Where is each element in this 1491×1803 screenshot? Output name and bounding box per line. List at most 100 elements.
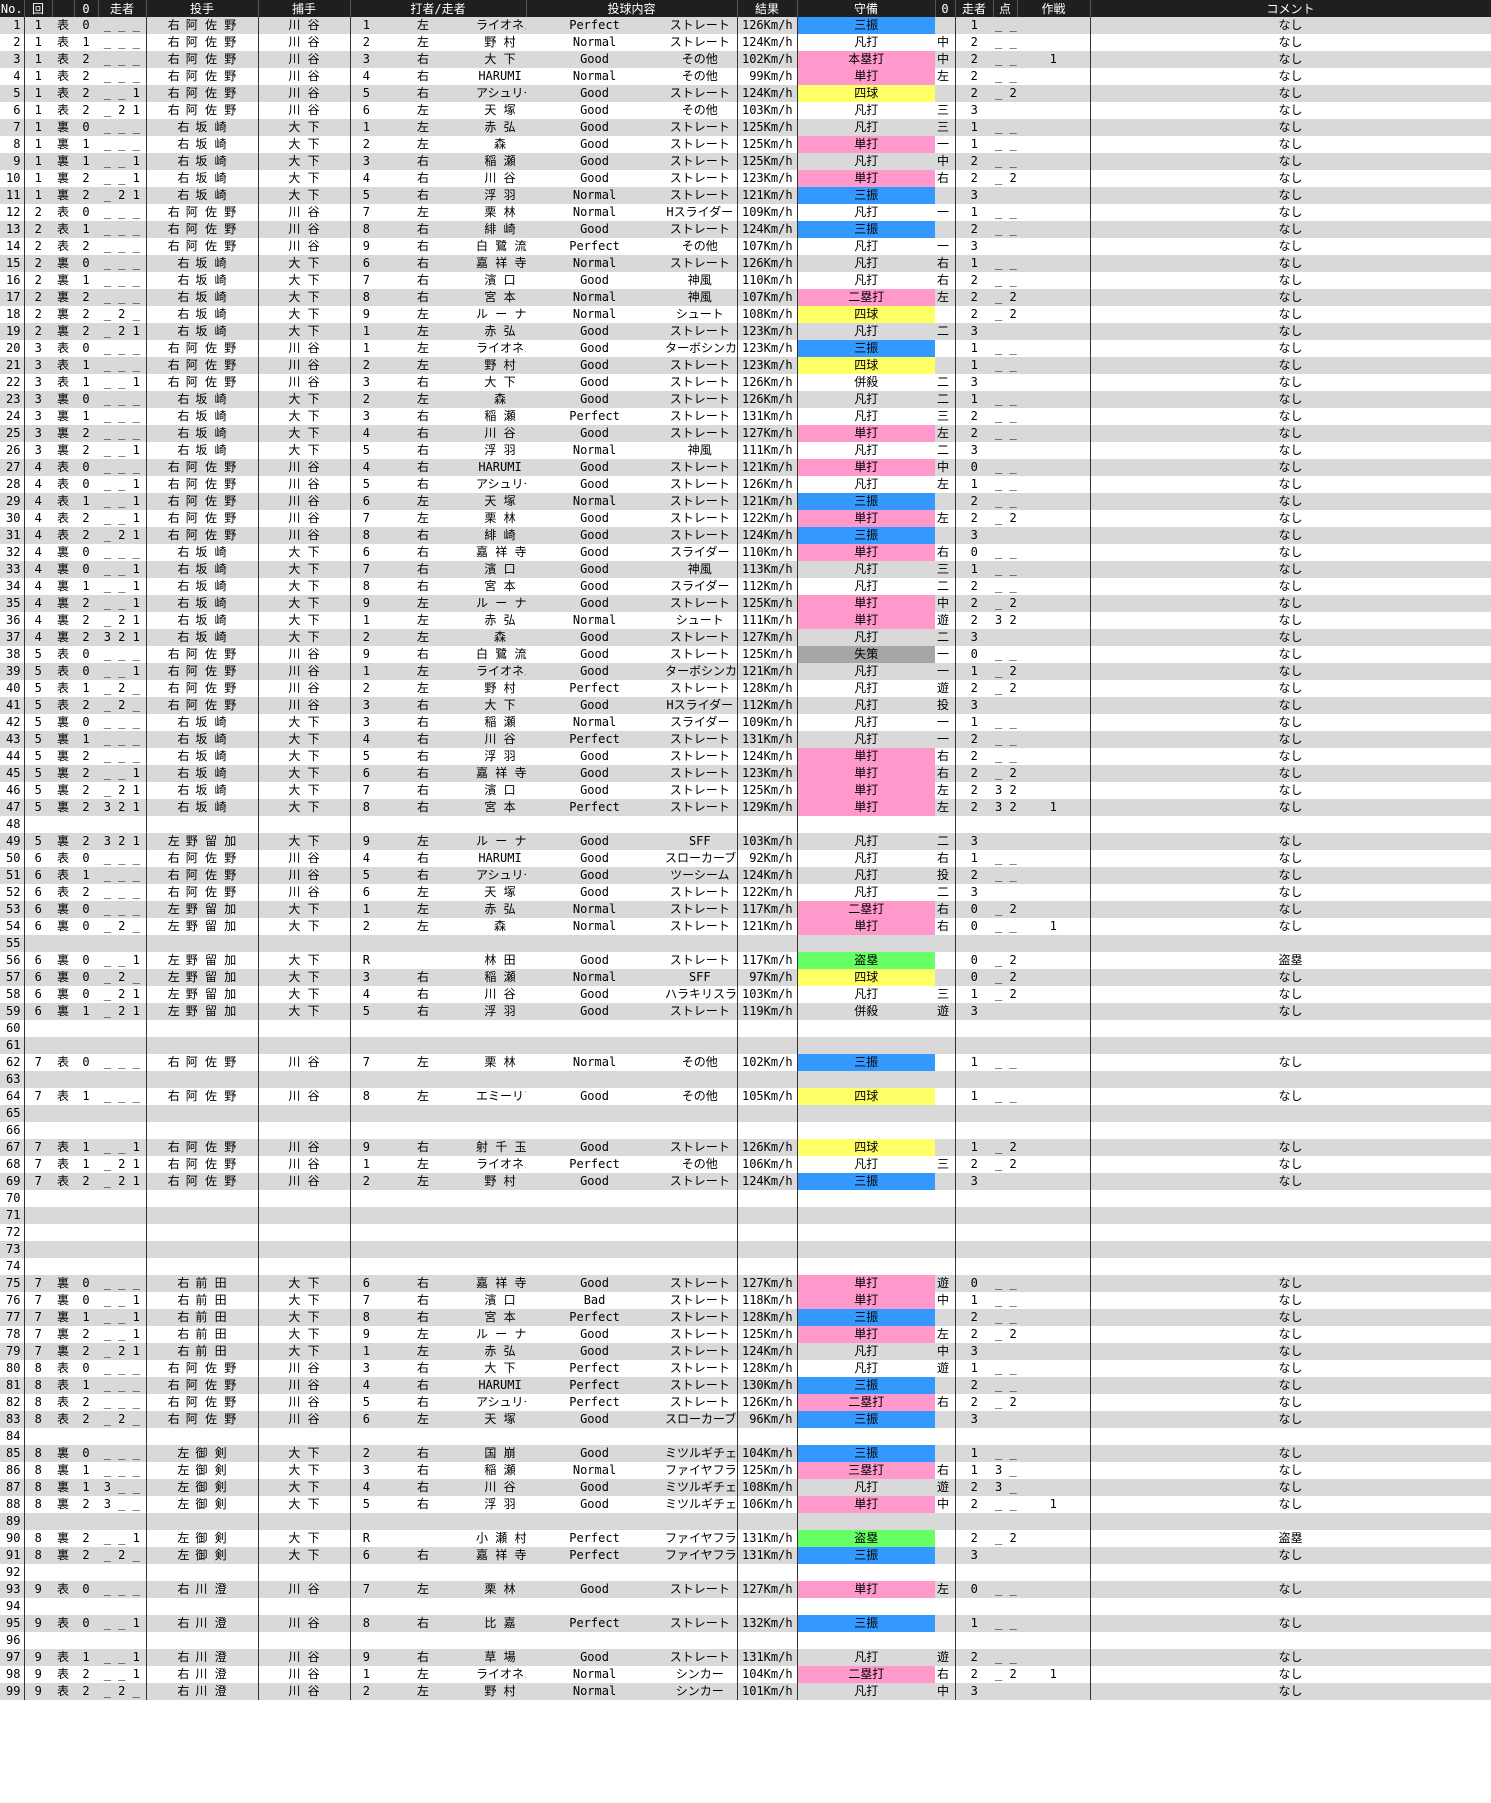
- cell-outs-after[interactable]: 1: [955, 357, 994, 374]
- cell-inning[interactable]: 2: [24, 323, 52, 340]
- cell-runners[interactable]: _ _ _: [98, 1394, 147, 1411]
- cell-half[interactable]: 裏: [52, 170, 74, 187]
- cell-pitcher[interactable]: [146, 1632, 259, 1649]
- cell-pitcher[interactable]: 右坂 崎: [146, 748, 259, 765]
- cell-pitcher[interactable]: [146, 1071, 259, 1088]
- cell-pitch-type[interactable]: [663, 1241, 738, 1258]
- cell-inning[interactable]: 5: [24, 697, 52, 714]
- cell-strategy[interactable]: なし: [1090, 527, 1491, 544]
- cell-strategy[interactable]: なし: [1090, 1462, 1491, 1479]
- cell-speed[interactable]: 125Km/h: [737, 782, 798, 799]
- cell-result[interactable]: 凡打: [797, 119, 936, 136]
- cell-no[interactable]: 55: [0, 935, 25, 952]
- cell-outs-after[interactable]: 2: [955, 1309, 994, 1326]
- cell-batter-hand[interactable]: 右: [372, 850, 474, 867]
- cell-outs[interactable]: 1: [74, 680, 98, 697]
- cell-no[interactable]: 99: [0, 1683, 25, 1700]
- cell-strategy[interactable]: なし: [1090, 799, 1491, 816]
- cell-batter[interactable]: ライオネス: [474, 340, 527, 357]
- cell-outs[interactable]: 0: [74, 1581, 98, 1598]
- cell-order[interactable]: 2: [350, 391, 372, 408]
- cell-order[interactable]: 2: [350, 1173, 372, 1190]
- cell-inning[interactable]: 5: [24, 748, 52, 765]
- cell-pitcher[interactable]: 左御 剣: [146, 1496, 259, 1513]
- cell-no[interactable]: 8: [0, 136, 25, 153]
- cell-score[interactable]: [1017, 1122, 1091, 1139]
- cell-no[interactable]: 59: [0, 1003, 25, 1020]
- cell-pitcher[interactable]: 右坂 崎: [146, 306, 259, 323]
- cell-strategy[interactable]: [1090, 1207, 1491, 1224]
- cell-batter-hand[interactable]: 右: [372, 527, 474, 544]
- cell-score[interactable]: [1017, 323, 1091, 340]
- cell-batter-hand[interactable]: [372, 1207, 474, 1224]
- cell-strategy[interactable]: なし: [1090, 1615, 1491, 1632]
- cell-quality[interactable]: Perfect: [526, 731, 664, 748]
- cell-order[interactable]: 2: [350, 34, 372, 51]
- cell-runners-after[interactable]: _ 2 _: [993, 680, 1018, 697]
- cell-no[interactable]: 28: [0, 476, 25, 493]
- cell-runners[interactable]: [98, 1241, 147, 1258]
- cell-inning[interactable]: 8: [24, 1462, 52, 1479]
- cell-half[interactable]: 裏: [52, 187, 74, 204]
- cell-no[interactable]: 82: [0, 1394, 25, 1411]
- cell-inning[interactable]: 9: [24, 1666, 52, 1683]
- cell-speed[interactable]: [737, 1122, 798, 1139]
- cell-speed[interactable]: 117Km/h: [737, 952, 798, 969]
- cell-result[interactable]: 凡打: [797, 1156, 936, 1173]
- cell-quality[interactable]: Good: [526, 1411, 664, 1428]
- cell-runners[interactable]: 3 _ _: [98, 1479, 147, 1496]
- cell-half[interactable]: 裏: [52, 136, 74, 153]
- cell-no[interactable]: 45: [0, 765, 25, 782]
- cell-result[interactable]: 三振: [797, 1173, 936, 1190]
- cell-outs[interactable]: 0: [74, 476, 98, 493]
- cell-order[interactable]: 6: [350, 1275, 372, 1292]
- cell-result[interactable]: 凡打: [797, 255, 936, 272]
- cell-pitch-type[interactable]: スライダー: [663, 578, 738, 595]
- cell-order[interactable]: 8: [350, 1615, 372, 1632]
- cell-catcher[interactable]: [258, 1037, 351, 1054]
- cell-half[interactable]: 表: [52, 51, 74, 68]
- cell-half[interactable]: 裏: [52, 442, 74, 459]
- cell-no[interactable]: 77: [0, 1309, 25, 1326]
- cell-runners-after[interactable]: [993, 1683, 1018, 1700]
- cell-inning[interactable]: 4: [24, 510, 52, 527]
- cell-pitch-type[interactable]: ストレート: [663, 748, 738, 765]
- cell-speed[interactable]: 129Km/h: [737, 799, 798, 816]
- cell-defense[interactable]: [935, 340, 956, 357]
- cell-quality[interactable]: Good: [526, 1343, 664, 1360]
- cell-pitch-type[interactable]: シュート: [663, 612, 738, 629]
- cell-order[interactable]: 5: [350, 187, 372, 204]
- cell-no[interactable]: 87: [0, 1479, 25, 1496]
- cell-half[interactable]: 裏: [52, 1326, 74, 1343]
- cell-batter[interactable]: 栗 林: [474, 1581, 527, 1598]
- header-pitch[interactable]: 投球内容: [526, 0, 738, 17]
- cell-pitcher[interactable]: [146, 1428, 259, 1445]
- cell-outs-after[interactable]: 2: [955, 1496, 994, 1513]
- cell-runners[interactable]: _ _ _: [98, 1054, 147, 1071]
- cell-no[interactable]: 89: [0, 1513, 25, 1530]
- cell-pitcher[interactable]: 右阿 佐 野: [146, 884, 259, 901]
- cell-pitcher[interactable]: [146, 1122, 259, 1139]
- cell-strategy[interactable]: なし: [1090, 85, 1491, 102]
- cell-batter-hand[interactable]: 左: [372, 629, 474, 646]
- cell-pitch-type[interactable]: ストレート: [663, 476, 738, 493]
- cell-result[interactable]: 単打: [797, 1326, 936, 1343]
- cell-batter-hand[interactable]: 左: [372, 680, 474, 697]
- cell-outs-after[interactable]: 1: [955, 561, 994, 578]
- cell-outs-after[interactable]: 0: [955, 969, 994, 986]
- cell-outs-after[interactable]: 2: [955, 1394, 994, 1411]
- cell-quality[interactable]: Good: [526, 1173, 664, 1190]
- cell-batter-hand[interactable]: 右: [372, 408, 474, 425]
- cell-pitcher[interactable]: 右前 田: [146, 1343, 259, 1360]
- cell-no[interactable]: 17: [0, 289, 25, 306]
- cell-batter[interactable]: ライオネス: [474, 663, 527, 680]
- cell-batter-hand[interactable]: [372, 1224, 474, 1241]
- cell-batter-hand[interactable]: 右: [372, 272, 474, 289]
- cell-result[interactable]: 単打: [797, 544, 936, 561]
- cell-no[interactable]: 60: [0, 1020, 25, 1037]
- cell-no[interactable]: 34: [0, 578, 25, 595]
- cell-inning[interactable]: [24, 816, 52, 833]
- cell-result[interactable]: 三振: [797, 1411, 936, 1428]
- cell-batter-hand[interactable]: 右: [372, 748, 474, 765]
- cell-catcher[interactable]: 大 下: [258, 136, 351, 153]
